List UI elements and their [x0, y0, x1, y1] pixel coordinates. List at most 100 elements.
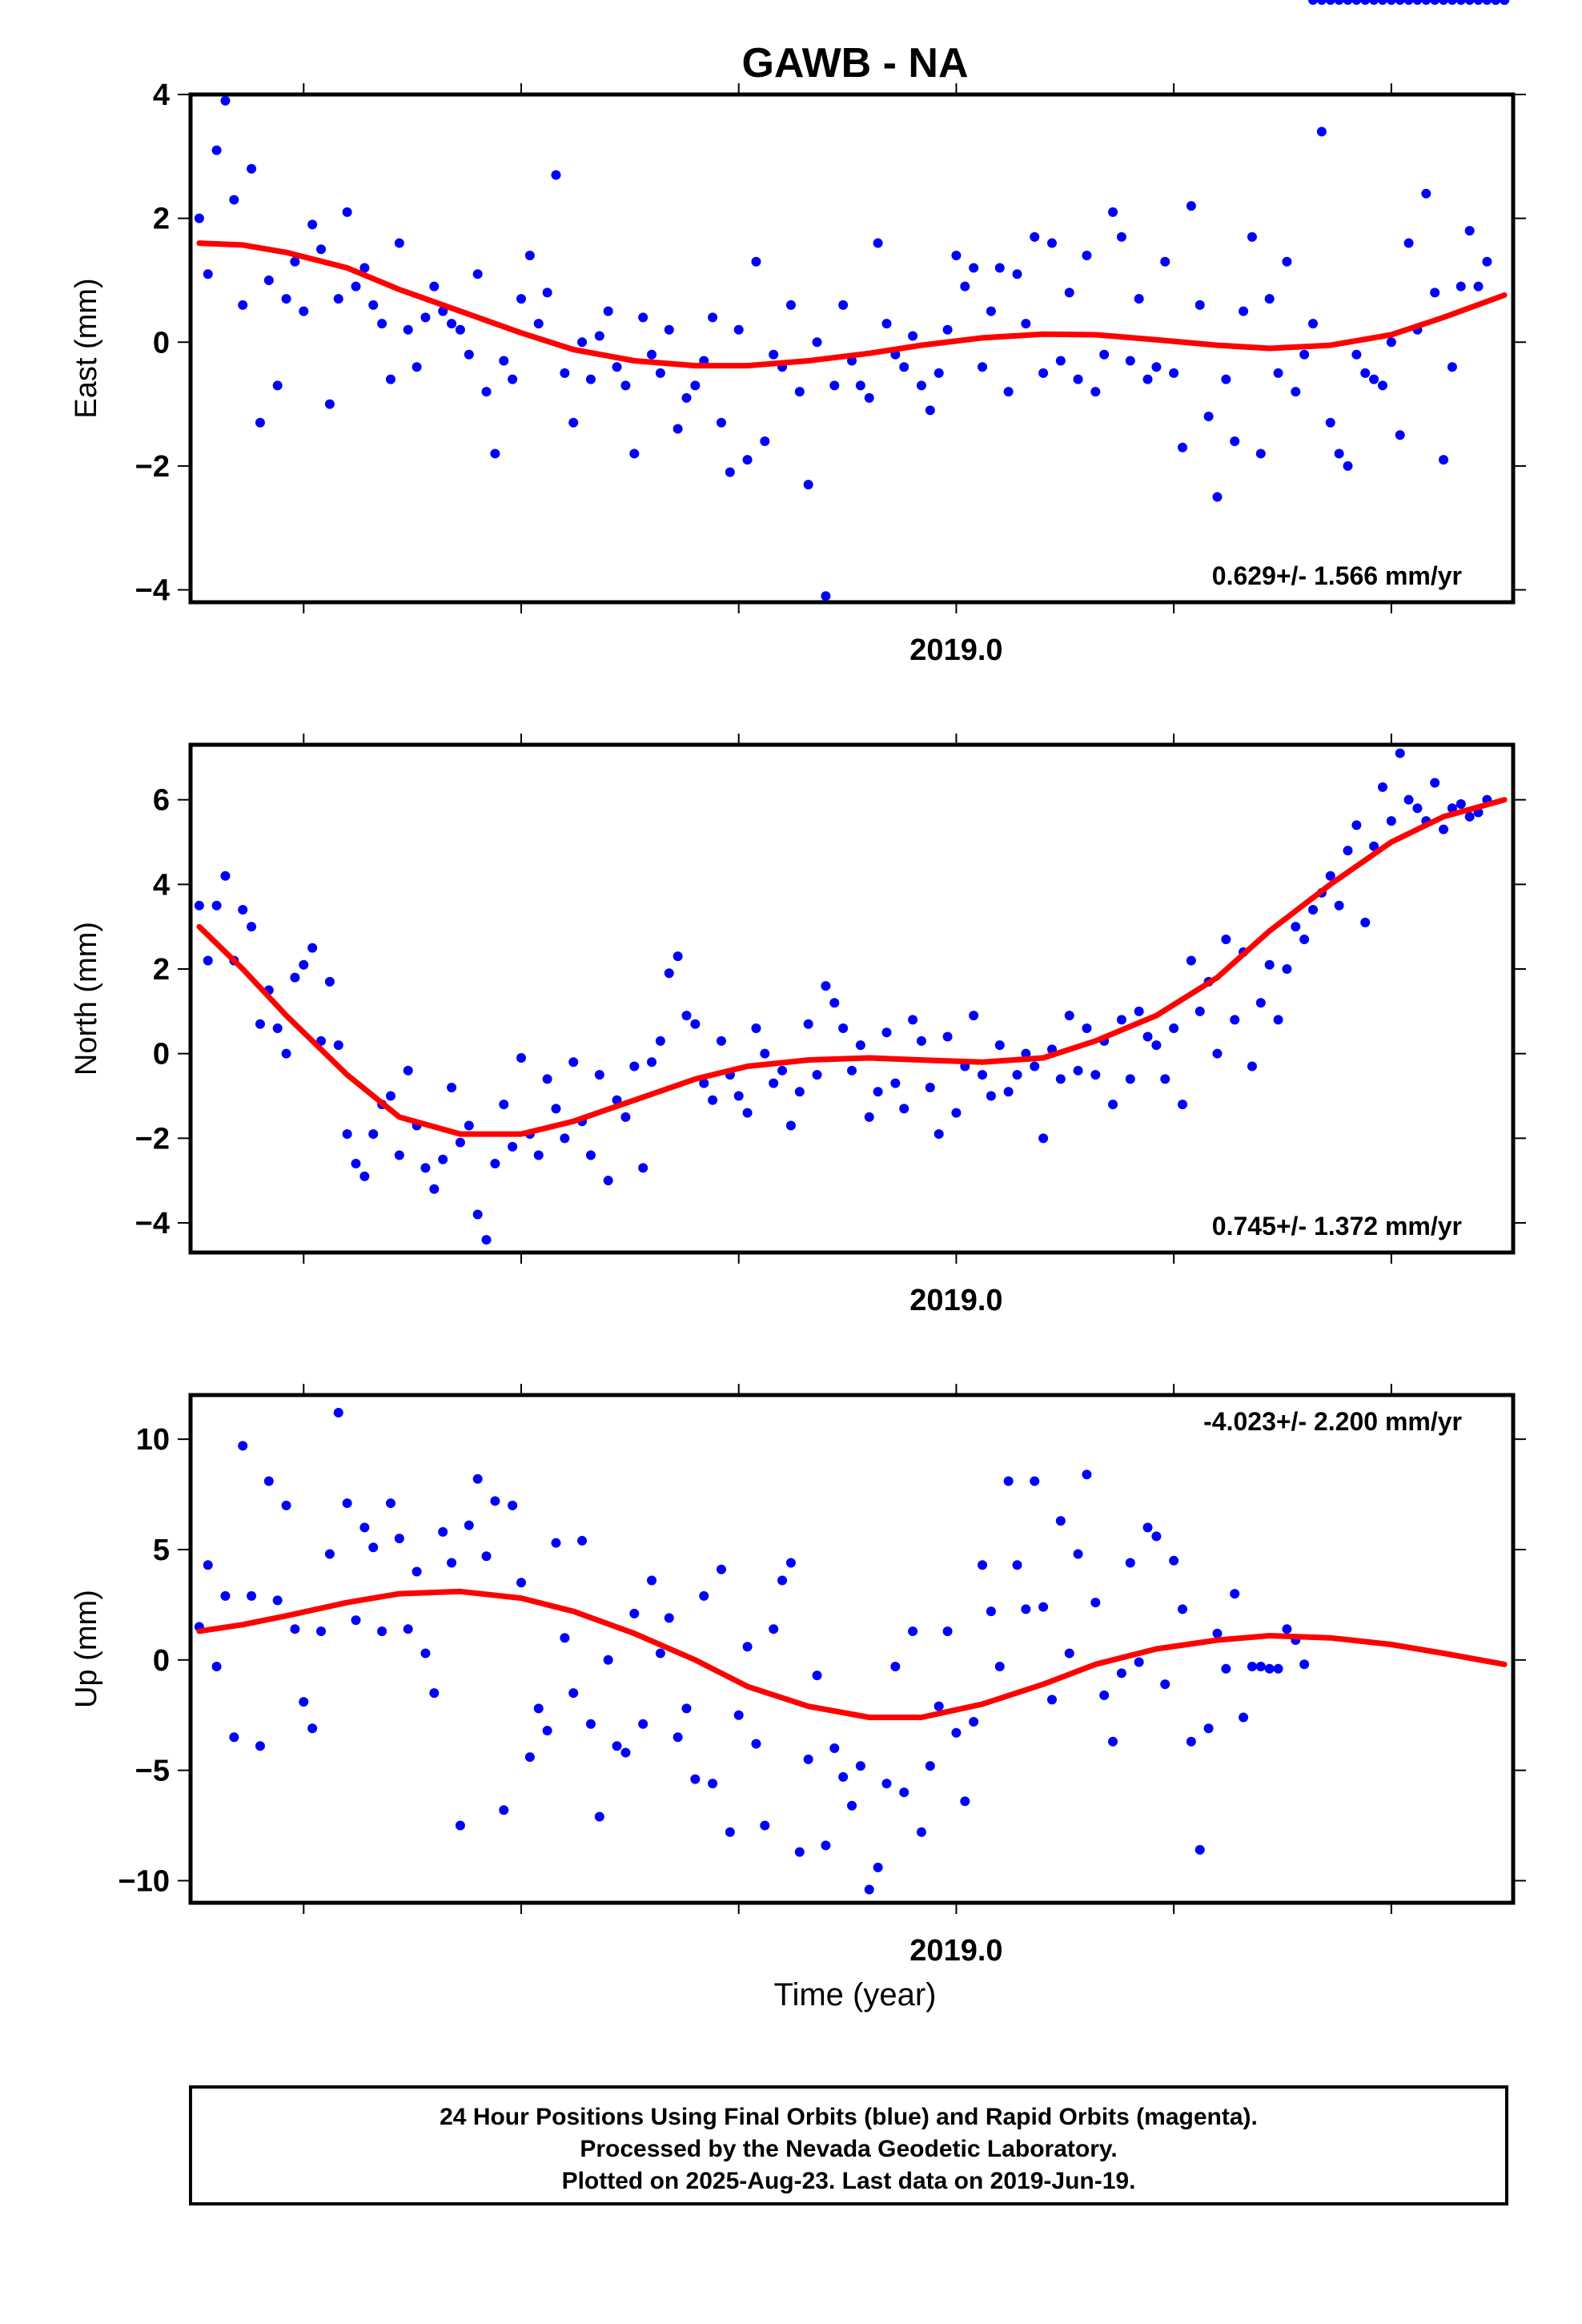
- data-point: [864, 392, 874, 403]
- data-point: [307, 219, 318, 230]
- data-point: [272, 380, 283, 391]
- data-point: [464, 1120, 474, 1131]
- data-point: [568, 1057, 579, 1068]
- data-point: [1403, 0, 1414, 5]
- data-point: [1003, 1476, 1014, 1486]
- data-point: [1282, 1624, 1292, 1634]
- data-point: [1430, 0, 1440, 5]
- data-point: [1038, 1602, 1049, 1612]
- data-point: [620, 1747, 631, 1758]
- data-point: [690, 1774, 701, 1784]
- data-point: [1169, 1555, 1179, 1566]
- data-point: [1456, 281, 1466, 292]
- data-point: [664, 324, 674, 335]
- data-point: [1403, 794, 1414, 805]
- data-point: [1360, 917, 1371, 927]
- data-point: [377, 319, 387, 329]
- data-point: [760, 1048, 770, 1059]
- data-point: [708, 1779, 718, 1789]
- data-point: [342, 1498, 352, 1509]
- data-point: [942, 1626, 953, 1636]
- data-point: [1343, 460, 1353, 471]
- data-point: [324, 1549, 335, 1559]
- data-point: [994, 1662, 1005, 1672]
- data-point: [655, 368, 665, 378]
- data-point: [1386, 337, 1396, 348]
- plot-frame: [188, 1393, 1516, 1905]
- data-point: [838, 1023, 849, 1033]
- data-point: [1473, 281, 1484, 292]
- data-point: [307, 943, 318, 953]
- data-point: [908, 1015, 918, 1025]
- data-point: [551, 170, 561, 180]
- data-point: [316, 1626, 327, 1636]
- data-point: [699, 1590, 709, 1601]
- data-point: [986, 1606, 996, 1617]
- data-point: [490, 1159, 500, 1169]
- data-point: [1142, 374, 1153, 384]
- data-point: [1482, 256, 1492, 267]
- data-point: [281, 1048, 291, 1059]
- data-point: [994, 1040, 1005, 1051]
- data-point: [969, 1716, 979, 1727]
- data-point: [1334, 900, 1344, 911]
- y-tick-label: 4: [153, 868, 170, 902]
- data-point: [1308, 319, 1319, 329]
- data-point: [1247, 1662, 1257, 1672]
- data-point: [524, 1752, 535, 1763]
- data-point: [585, 1719, 596, 1729]
- data-point: [1108, 1736, 1118, 1747]
- data-point: [1395, 430, 1405, 440]
- data-point: [577, 337, 588, 348]
- data-point: [1316, 0, 1327, 5]
- data-point: [934, 1129, 944, 1140]
- data-point: [1325, 0, 1335, 5]
- data-point: [1090, 1070, 1101, 1080]
- data-point: [290, 256, 300, 267]
- data-point: [1412, 0, 1423, 5]
- data-point: [351, 281, 361, 292]
- data-point: [925, 1082, 935, 1092]
- data-point: [359, 263, 370, 273]
- data-point: [1151, 1040, 1162, 1051]
- data-point: [690, 1019, 701, 1029]
- data-point: [1116, 231, 1126, 242]
- data-point: [742, 1642, 753, 1652]
- data-point: [1386, 816, 1396, 826]
- data-point: [664, 968, 674, 979]
- data-point: [681, 1703, 692, 1714]
- data-point: [211, 900, 222, 911]
- data-point: [1308, 905, 1319, 915]
- data-point: [1325, 417, 1335, 428]
- data-point: [708, 312, 718, 323]
- data-point: [769, 349, 779, 360]
- data-point: [516, 294, 526, 304]
- data-point: [1351, 349, 1362, 360]
- data-point: [194, 900, 204, 911]
- data-point: [1447, 0, 1457, 5]
- data-point: [472, 1209, 483, 1220]
- data-point: [429, 281, 440, 292]
- data-point: [699, 1078, 709, 1088]
- data-point: [760, 1820, 770, 1831]
- data-point: [1430, 287, 1440, 298]
- data-point: [1360, 0, 1371, 5]
- data-point: [751, 1023, 761, 1033]
- data-point: [1386, 0, 1396, 5]
- data-point: [1012, 1560, 1022, 1570]
- data-point: [1369, 0, 1379, 5]
- data-point: [255, 1741, 265, 1751]
- data-point: [560, 1633, 570, 1643]
- y-axis-title: North (mm): [70, 922, 103, 1076]
- data-point: [533, 1703, 544, 1714]
- data-point: [1273, 1663, 1283, 1674]
- data-point: [455, 1820, 465, 1831]
- data-point: [1421, 0, 1431, 5]
- data-point: [394, 1534, 404, 1544]
- data-point: [821, 1840, 831, 1851]
- data-point: [1255, 1662, 1266, 1672]
- data-point: [1264, 959, 1275, 970]
- data-point: [1334, 448, 1344, 459]
- data-point: [1230, 1015, 1240, 1025]
